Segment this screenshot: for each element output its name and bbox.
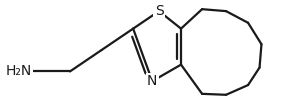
- Text: H₂N: H₂N: [5, 64, 32, 78]
- Text: N: N: [147, 74, 157, 88]
- Text: S: S: [155, 4, 163, 18]
